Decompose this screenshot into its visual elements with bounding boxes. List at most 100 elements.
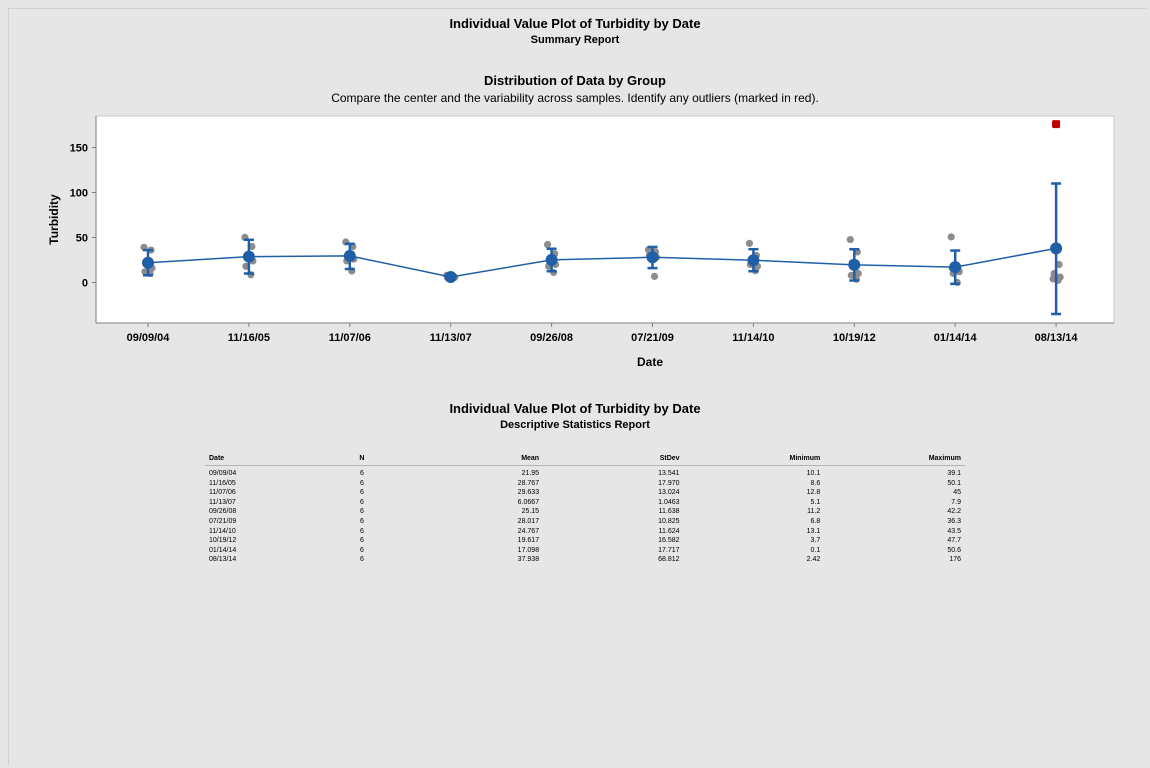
table-row: 09/09/04 6 21.95 13.541 10.1 39.1 (205, 466, 965, 479)
individual-value-plot: 0 50 100 150 Turbidity 09/09/04 11/16/05 11/07/… (47, 115, 1115, 369)
cell-mean: 19.617 (517, 537, 540, 545)
cell-mean: 37.938 (517, 556, 540, 564)
section-description: Compare the center and the variability a… (331, 91, 819, 105)
y-tick-label: 100 (70, 188, 88, 200)
report-subtitle: Summary Report (530, 34, 620, 46)
cell-maximum: 45 (953, 489, 961, 497)
cell-stdev: 17.717 (658, 546, 680, 554)
cell-maximum: 7.9 (951, 498, 961, 506)
x-tick-label: 11/13/07 (430, 332, 472, 344)
table-header-row: Date N Mean StDev Minimum Maximum (205, 451, 965, 466)
cell-date: 09/09/04 (209, 470, 237, 477)
mean-point (1050, 242, 1063, 255)
cell-minimum: 13.1 (806, 527, 821, 535)
cell-minimum: 6.8 (810, 517, 821, 525)
cell-date: 11/07/06 (209, 489, 236, 497)
cell-stdev: 13.541 (658, 470, 680, 477)
y-axis-label: Turbidity (47, 194, 61, 245)
cell-stdev: 16.582 (658, 537, 680, 545)
cell-n: 6 (359, 470, 364, 477)
outlier-point (1052, 120, 1061, 129)
mean-point (444, 271, 457, 284)
col-header-mean: Mean (422, 451, 544, 466)
x-axis-label: Date (637, 355, 663, 369)
x-tick-label: 11/14/10 (732, 332, 774, 344)
report-title: Individual Value Plot of Turbidity by Da… (449, 16, 701, 31)
cell-date: 11/14/10 (209, 527, 236, 535)
cell-n: 6 (359, 508, 364, 516)
cell-minimum: 0.1 (810, 546, 821, 554)
y-tick-label: 150 (70, 143, 88, 155)
x-tick-label: 08/13/14 (1035, 332, 1079, 344)
data-point (846, 235, 854, 244)
descriptive-statistics-table: Date N Mean StDev Minimum Maximum 09/09/… (205, 451, 965, 565)
x-tick-label: 09/26/08 (530, 332, 573, 344)
table-row: 08/13/14 6 37.938 68.812 2.42 176 (205, 555, 965, 565)
cell-maximum: 36.3 (947, 517, 961, 525)
mean-point (848, 258, 861, 271)
mean-connect-line (147, 247, 1057, 278)
x-tick-label: 07/21/09 (631, 332, 674, 344)
cell-mean: 25.15 (521, 508, 540, 516)
data-point (544, 240, 552, 249)
cell-mean: 28.767 (517, 479, 540, 487)
cell-maximum: 42.2 (947, 508, 961, 516)
section-title: Distribution of Data by Group (484, 73, 666, 88)
cell-stdev: 68.812 (658, 556, 680, 564)
table-subtitle: Descriptive Statistics Report (500, 419, 650, 431)
cell-mean: 6.0667 (517, 498, 540, 506)
mean-point (142, 256, 154, 269)
table-row: 11/16/05 6 28.767 17.970 8.6 50.1 (205, 479, 965, 489)
cell-minimum: 12.8 (806, 489, 821, 497)
cell-maximum: 43.5 (947, 527, 961, 535)
col-header-n: N (301, 451, 423, 466)
cell-n: 6 (359, 498, 364, 506)
y-tick-label: 0 (82, 278, 88, 290)
mean-point (747, 254, 760, 267)
data-point (947, 233, 955, 241)
data-point (650, 272, 659, 280)
cell-n: 6 (359, 546, 364, 554)
x-tick-label: 01/14/14 (934, 332, 978, 344)
cell-minimum: 5.1 (810, 498, 821, 506)
cell-date: 10/19/12 (209, 537, 237, 545)
cell-stdev: 10.825 (658, 517, 680, 525)
cell-maximum: 39.1 (947, 470, 961, 477)
cell-stdev: 11.638 (658, 508, 680, 516)
mean-point (343, 249, 356, 262)
cell-stdev: 11.624 (658, 527, 680, 535)
y-tick-label: 50 (76, 233, 88, 245)
cell-mean: 29.633 (517, 489, 540, 497)
x-tick-label: 11/07/06 (329, 332, 371, 344)
col-header-maximum: Maximum (824, 451, 965, 466)
cell-n: 6 (359, 537, 364, 545)
data-point (745, 239, 754, 247)
cell-minimum: 2.42 (806, 556, 821, 564)
cell-date: 07/21/09 (209, 517, 237, 525)
cell-mean: 28.017 (517, 517, 540, 525)
cell-mean: 21.95 (521, 470, 540, 477)
table-row: 01/14/14 6 17.098 17.717 0.1 50.6 (205, 546, 965, 556)
cell-date: 08/13/14 (209, 556, 237, 564)
col-header-date: Date (205, 451, 302, 466)
cell-maximum: 47.7 (947, 537, 961, 545)
mean-point (646, 251, 659, 264)
table-title: Individual Value Plot of Turbidity by Da… (449, 401, 701, 416)
mean-point (949, 261, 962, 274)
cell-maximum: 176 (949, 556, 961, 564)
x-tick-label: 09/09/04 (127, 332, 171, 344)
cell-stdev: 13.024 (658, 489, 680, 497)
cell-date: 09/26/08 (209, 508, 237, 516)
table-row: 11/13/07 6 6.0667 1.0463 5.1 7.9 (205, 498, 965, 508)
cell-stdev: 17.970 (658, 479, 680, 487)
table-row: 11/14/10 6 24.767 11.624 13.1 43.5 (205, 527, 965, 537)
table-row: 11/07/06 6 29.633 13.024 12.8 45 (205, 488, 965, 498)
mean-point (242, 250, 255, 263)
cell-stdev: 1.0463 (658, 498, 680, 506)
table-row: 09/26/08 6 25.15 11.638 11.2 42.2 (205, 507, 965, 517)
cell-minimum: 3.7 (810, 537, 821, 545)
cell-date: 11/16/05 (209, 479, 236, 487)
table-row: 07/21/09 6 28.017 10.825 6.8 36.3 (205, 517, 965, 527)
cell-maximum: 50.1 (947, 479, 961, 487)
cell-maximum: 50.6 (947, 546, 961, 554)
